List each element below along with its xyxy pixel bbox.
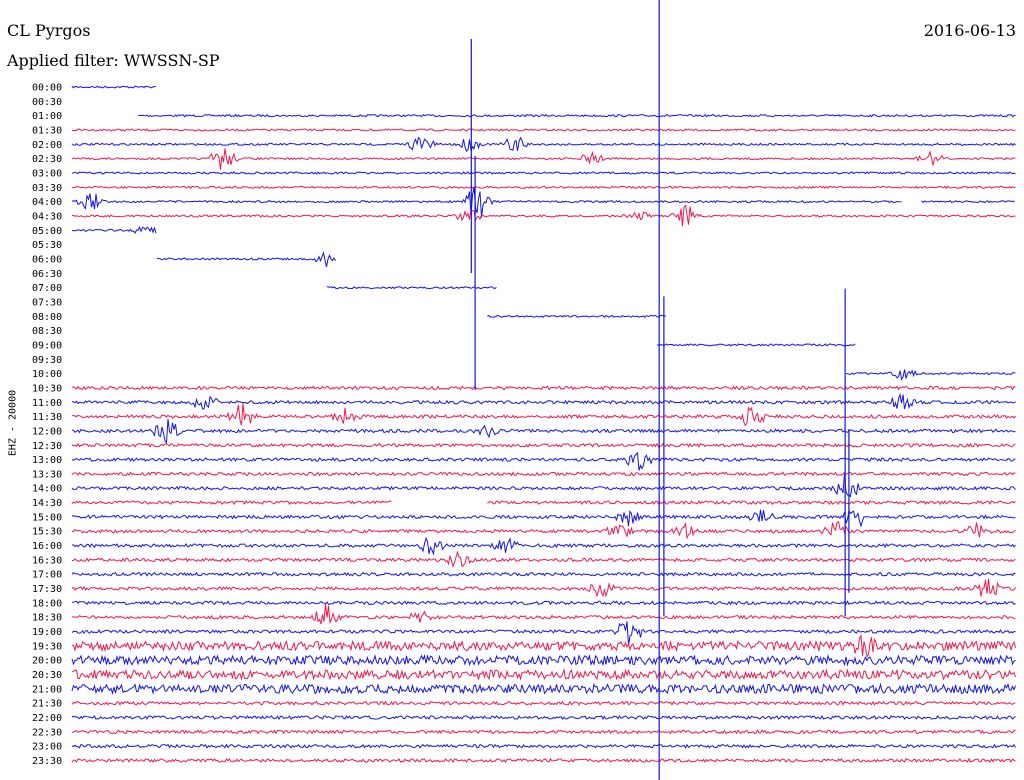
trace-row-8-segment-1 bbox=[921, 200, 1015, 204]
spikes bbox=[470, 0, 850, 780]
trace-row-24-segment-0 bbox=[71, 418, 1016, 444]
trace-row-0-segment-0 bbox=[71, 85, 157, 89]
trace-row-2-segment-0 bbox=[138, 113, 1016, 118]
row-label-29: 14:30 bbox=[32, 498, 62, 509]
trace-row-41-segment-0 bbox=[71, 668, 1016, 681]
trace-row-36-segment-0 bbox=[71, 600, 1016, 606]
row-label-32: 16:00 bbox=[32, 541, 62, 552]
row-label-15: 07:30 bbox=[32, 297, 62, 308]
row-label-39: 19:30 bbox=[32, 641, 62, 652]
row-label-46: 23:00 bbox=[32, 742, 62, 753]
row-label-41: 20:30 bbox=[32, 670, 62, 681]
trace-row-4-segment-0 bbox=[71, 136, 1016, 152]
row-label-30: 15:00 bbox=[32, 512, 62, 523]
row-label-3: 01:30 bbox=[32, 125, 62, 136]
trace-row-14-segment-0 bbox=[326, 286, 497, 290]
row-label-26: 13:00 bbox=[32, 455, 62, 466]
row-label-23: 11:30 bbox=[32, 412, 62, 423]
row-label-38: 19:00 bbox=[32, 627, 62, 638]
row-label-5: 02:30 bbox=[32, 154, 62, 165]
trace-row-5-segment-0 bbox=[71, 148, 1016, 170]
row-label-43: 21:30 bbox=[32, 699, 62, 710]
row-label-45: 22:30 bbox=[32, 727, 62, 738]
row-label-7: 03:30 bbox=[32, 183, 62, 194]
trace-row-16-segment-0 bbox=[487, 314, 666, 319]
trace-row-27-segment-0 bbox=[71, 471, 1016, 477]
trace-row-20-segment-0 bbox=[846, 369, 1016, 382]
row-label-8: 04:00 bbox=[32, 197, 62, 208]
row-label-10: 05:00 bbox=[32, 226, 62, 237]
trace-row-39-segment-0 bbox=[71, 633, 1016, 658]
row-label-31: 15:30 bbox=[32, 527, 62, 538]
recording-date: 2016-06-13 bbox=[923, 21, 1016, 40]
trace-row-45-segment-0 bbox=[71, 729, 1016, 735]
row-label-27: 13:30 bbox=[32, 469, 62, 480]
trace-row-40-segment-0 bbox=[71, 654, 1016, 667]
row-label-33: 16:30 bbox=[32, 555, 62, 566]
row-labels: 00:00 00:30 01:00 01:30 02:00 02:30 03:00 03:30… bbox=[32, 83, 62, 768]
row-label-22: 11:00 bbox=[32, 398, 62, 409]
trace-row-29-segment-1 bbox=[487, 499, 1016, 506]
trace-row-21-segment-0 bbox=[71, 385, 1016, 391]
row-label-44: 22:00 bbox=[32, 713, 62, 724]
traces bbox=[71, 85, 1016, 764]
trace-row-26-segment-0 bbox=[71, 451, 1016, 471]
trace-row-30-segment-0 bbox=[71, 508, 1016, 528]
trace-row-29-segment-0 bbox=[71, 500, 392, 506]
row-label-18: 09:00 bbox=[32, 340, 62, 351]
station-name: CL Pyrgos bbox=[7, 21, 91, 40]
trace-row-32-segment-0 bbox=[71, 536, 1016, 556]
trace-row-25-segment-0 bbox=[71, 442, 1016, 448]
row-label-16: 08:00 bbox=[32, 312, 62, 323]
trace-row-34-segment-0 bbox=[71, 571, 1016, 577]
trace-row-8-segment-0 bbox=[71, 187, 902, 218]
trace-row-7-segment-0 bbox=[71, 185, 1016, 190]
trace-row-33-segment-0 bbox=[71, 550, 1016, 568]
trace-row-38-segment-0 bbox=[71, 621, 1016, 646]
row-label-9: 04:30 bbox=[32, 211, 62, 222]
row-label-4: 02:00 bbox=[32, 140, 62, 151]
trace-row-46-segment-0 bbox=[71, 743, 1016, 749]
row-label-24: 12:00 bbox=[32, 426, 62, 437]
row-label-25: 12:30 bbox=[32, 441, 62, 452]
row-label-17: 08:30 bbox=[32, 326, 62, 337]
row-label-37: 18:30 bbox=[32, 613, 62, 624]
row-label-36: 18:00 bbox=[32, 598, 62, 609]
trace-row-35-segment-0 bbox=[71, 578, 1016, 598]
row-label-21: 10:30 bbox=[32, 383, 62, 394]
filter-label: Applied filter: WWSSN-SP bbox=[7, 51, 220, 70]
row-label-34: 17:00 bbox=[32, 570, 62, 581]
trace-row-28-segment-0 bbox=[71, 474, 1016, 498]
trace-row-10-segment-0 bbox=[71, 225, 157, 234]
trace-row-42-segment-0 bbox=[71, 682, 1016, 696]
trace-row-31-segment-0 bbox=[71, 521, 1016, 540]
row-label-47: 23:30 bbox=[32, 756, 62, 767]
row-label-40: 20:00 bbox=[32, 656, 62, 667]
row-label-13: 06:30 bbox=[32, 269, 62, 280]
row-label-0: 00:00 bbox=[32, 83, 62, 94]
trace-row-12-segment-0 bbox=[156, 251, 336, 268]
trace-row-9-segment-0 bbox=[71, 204, 1016, 227]
row-label-42: 21:00 bbox=[32, 684, 62, 695]
row-label-28: 14:00 bbox=[32, 484, 62, 495]
row-label-19: 09:30 bbox=[32, 355, 62, 366]
row-label-6: 03:00 bbox=[32, 168, 62, 179]
trace-row-18-segment-0 bbox=[656, 343, 856, 347]
trace-row-3-segment-0 bbox=[71, 128, 1016, 132]
row-label-11: 05:30 bbox=[32, 240, 62, 251]
row-label-1: 00:30 bbox=[32, 97, 62, 108]
row-label-12: 06:00 bbox=[32, 254, 62, 265]
trace-row-23-segment-0 bbox=[71, 403, 1016, 427]
row-label-14: 07:00 bbox=[32, 283, 62, 294]
trace-row-43-segment-0 bbox=[71, 700, 1016, 706]
trace-row-6-segment-0 bbox=[71, 171, 1016, 175]
trace-row-22-segment-0 bbox=[71, 392, 1016, 410]
row-label-2: 01:00 bbox=[32, 111, 62, 122]
trace-row-47-segment-0 bbox=[71, 757, 1016, 764]
row-label-20: 10:00 bbox=[32, 369, 62, 380]
trace-row-44-segment-0 bbox=[71, 714, 1016, 721]
row-label-35: 17:30 bbox=[32, 584, 62, 595]
trace-row-37-segment-0 bbox=[71, 603, 1016, 625]
